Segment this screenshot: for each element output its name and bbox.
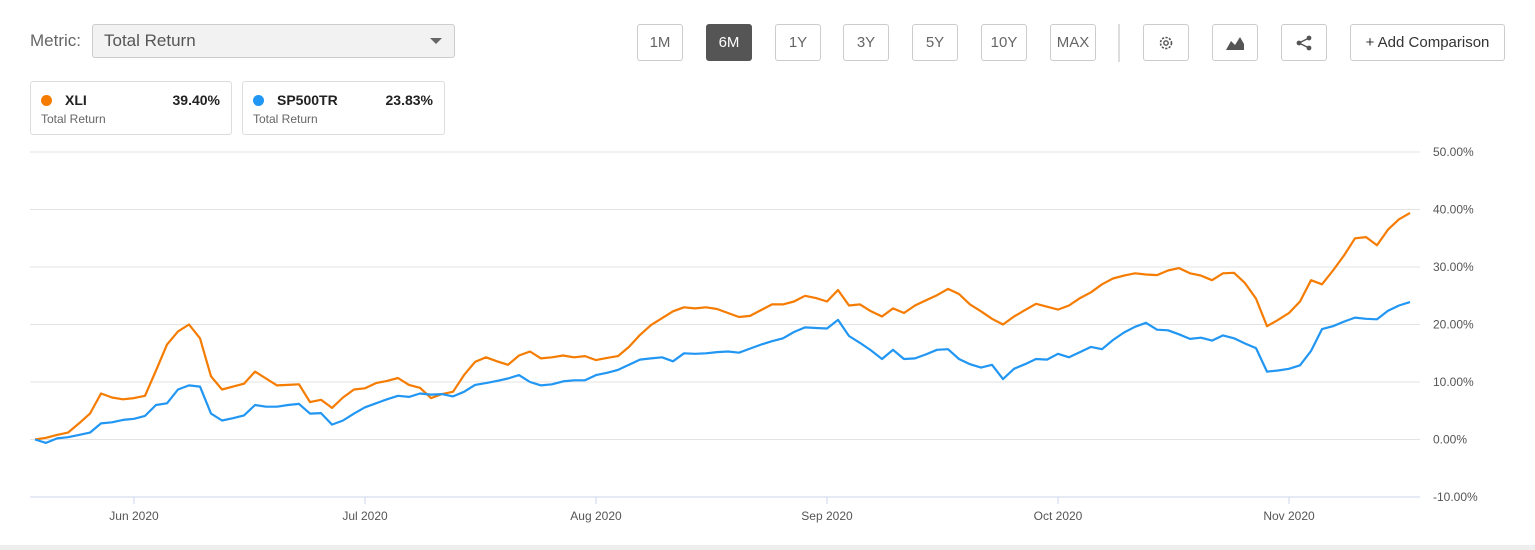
y-tick-label: 10.00%	[1433, 375, 1474, 389]
metric-label: Metric:	[30, 31, 81, 50]
period-button[interactable]: 5Y	[912, 24, 958, 61]
legend-metric: Total Return	[253, 112, 318, 126]
period-button[interactable]: MAX	[1050, 24, 1096, 61]
metric-value: Total Return	[104, 31, 196, 50]
series-line	[34, 211, 1411, 441]
area-icon	[1226, 36, 1244, 50]
period-button[interactable]: 1M	[637, 24, 683, 61]
add-comparison-button[interactable]: + Add Comparison	[1350, 24, 1505, 61]
legend-metric: Total Return	[41, 112, 106, 126]
y-tick-label: -10.00%	[1433, 490, 1478, 504]
y-tick-label: 30.00%	[1433, 260, 1474, 274]
chart-type-button[interactable]	[1212, 24, 1258, 61]
legend-dot	[253, 95, 264, 106]
chart: -10.00% 0.00% 10.00% 20.00% 30.00% 40.00% 50.0…	[30, 145, 1478, 523]
caret	[430, 38, 442, 44]
legend-dot	[41, 95, 52, 106]
metric-dropdown[interactable]: Total Return	[92, 24, 455, 58]
legend-return: 39.40%	[172, 92, 220, 108]
legend-return: 23.83%	[385, 92, 433, 108]
y-tick-label: 20.00%	[1433, 318, 1474, 332]
footer-strip	[0, 545, 1535, 550]
y-tick-label: 40.00%	[1433, 203, 1474, 217]
settings-button[interactable]	[1143, 24, 1189, 61]
legend-card[interactable]: SP500TR 23.83% Total Return	[242, 81, 445, 135]
x-tick-label: Oct 2020	[1034, 509, 1083, 523]
share-button[interactable]	[1281, 24, 1327, 61]
x-tick-label: Nov 2020	[1263, 509, 1315, 523]
legend-name: XLI	[65, 92, 87, 108]
period-button[interactable]: 6M	[706, 24, 752, 61]
separator	[1118, 24, 1120, 62]
y-tick-label: 0.00%	[1433, 433, 1467, 447]
x-tick-label: Jul 2020	[342, 509, 388, 523]
legend-card[interactable]: XLI 39.40% Total Return	[30, 81, 232, 135]
x-tick-label: Sep 2020	[801, 509, 853, 523]
x-tick-label: Aug 2020	[570, 509, 622, 523]
period-button[interactable]: 10Y	[981, 24, 1027, 61]
x-tick-label: Jun 2020	[109, 509, 159, 523]
period-button[interactable]: 1Y	[775, 24, 821, 61]
share-icon	[1296, 35, 1312, 50]
legend-name: SP500TR	[277, 92, 338, 108]
y-tick-label: 50.00%	[1433, 145, 1474, 159]
series-line	[34, 301, 1411, 444]
period-button[interactable]: 3Y	[843, 24, 889, 61]
gear-icon	[1159, 36, 1173, 49]
